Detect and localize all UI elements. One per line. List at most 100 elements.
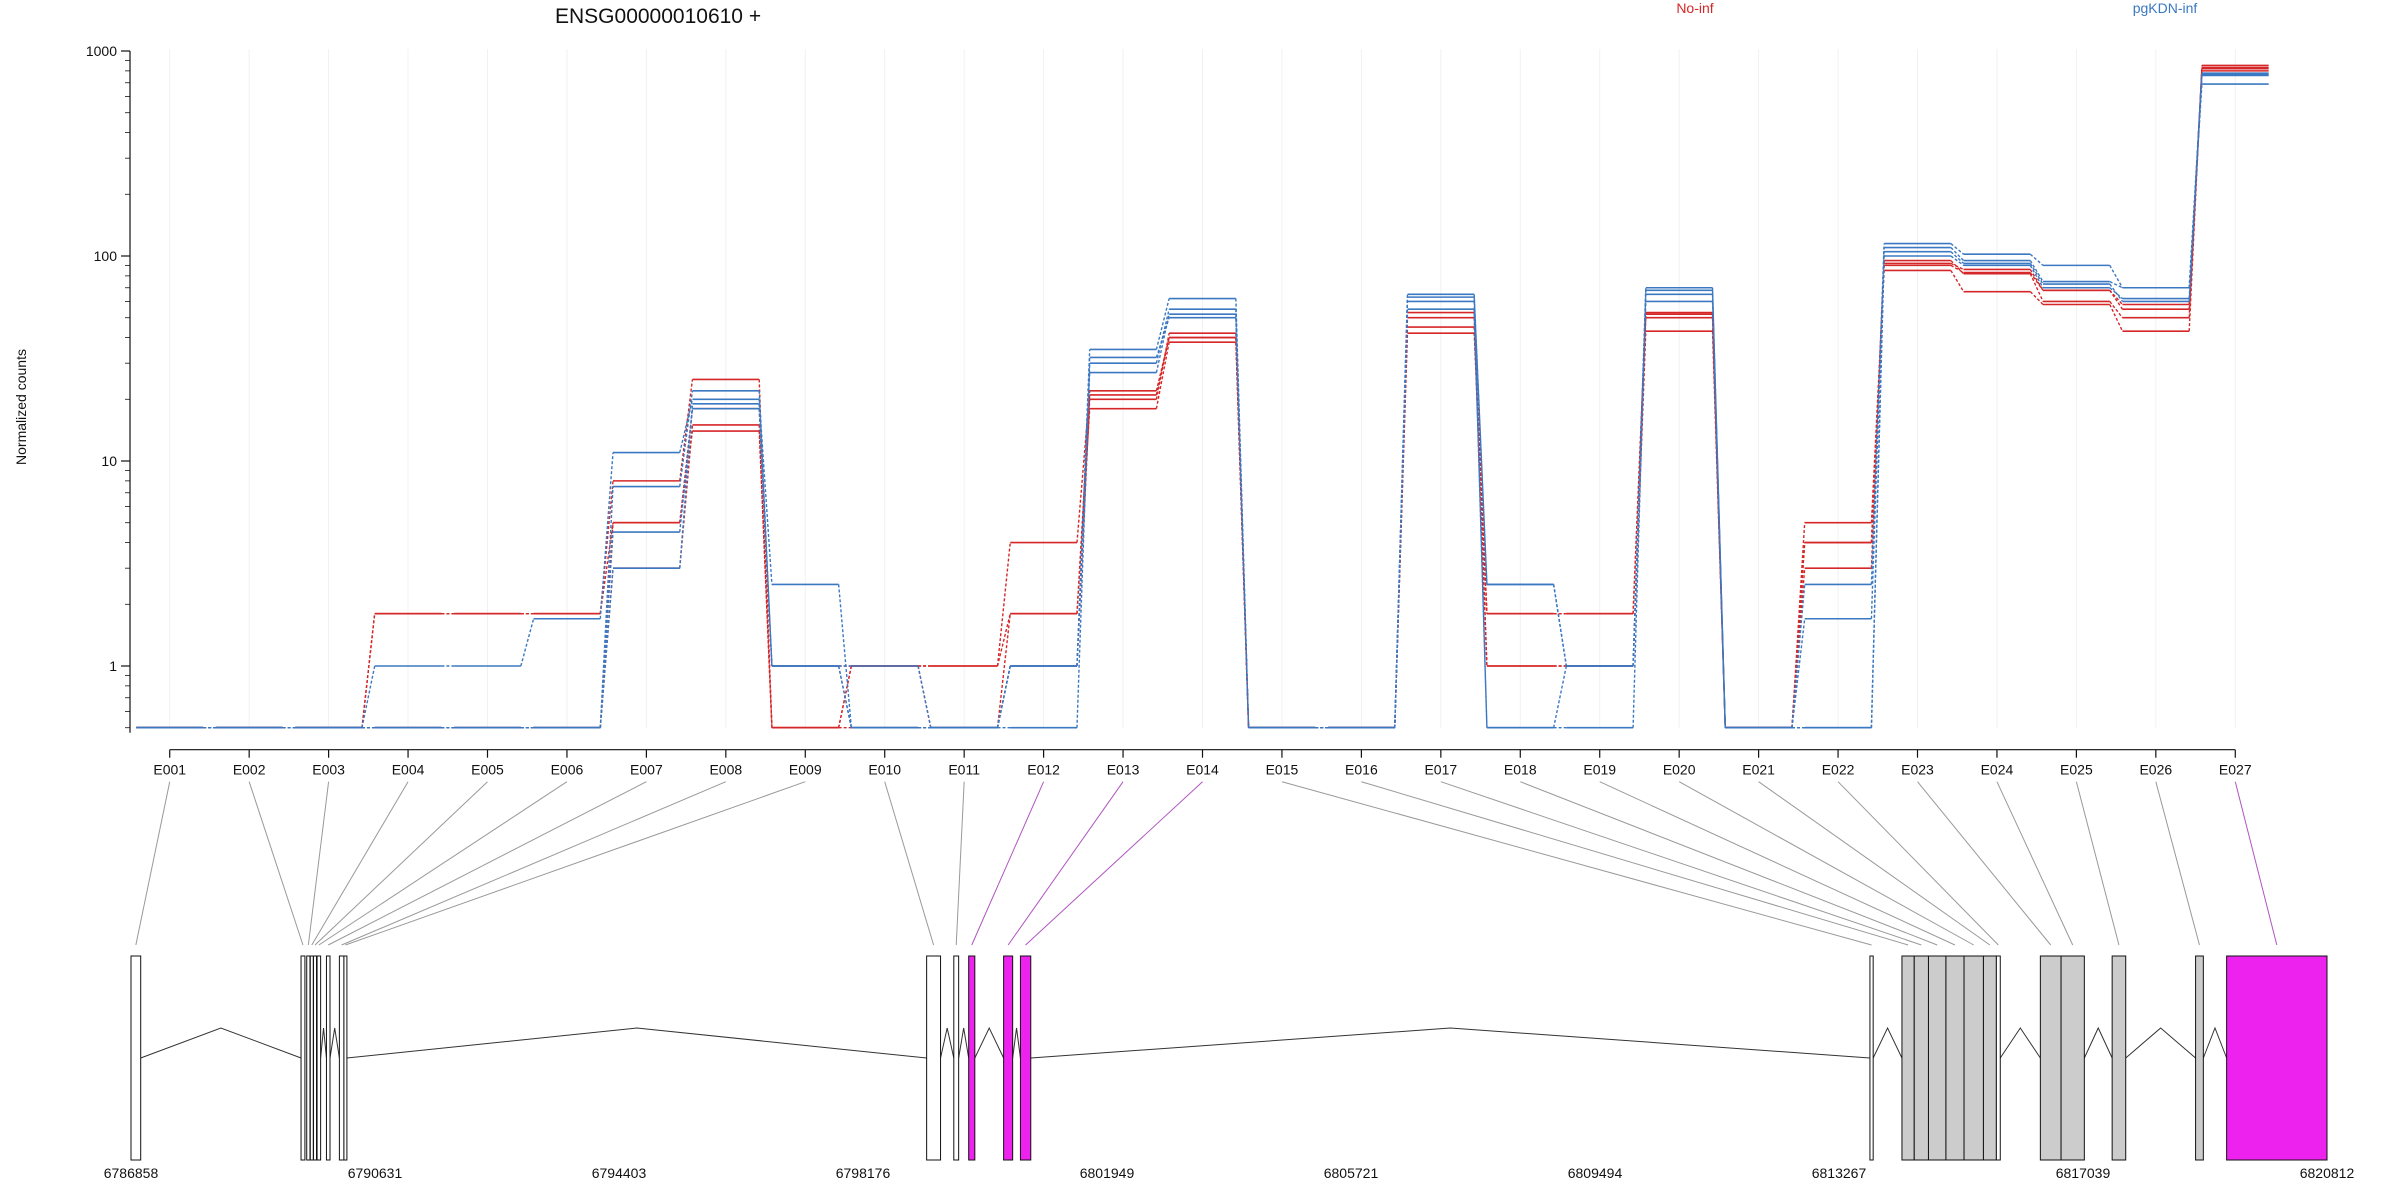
series-connector	[599, 532, 614, 728]
exon-connector	[884, 781, 935, 946]
intron-line	[2125, 1027, 2196, 1059]
series-connector	[1076, 357, 1091, 667]
exon-box	[325, 955, 331, 1161]
x-tick-label: E007	[630, 762, 663, 778]
series-connector	[1950, 243, 1965, 255]
exon-box	[1901, 955, 1915, 1161]
series-connector	[1473, 297, 1488, 585]
x-tick-label: E015	[1266, 762, 1299, 778]
series-connector	[2029, 253, 2044, 266]
series-connector	[1632, 290, 1647, 728]
series-connector	[1950, 251, 1965, 264]
genomic-tick-label: 6813267	[1812, 1165, 1867, 1181]
series-connector	[599, 452, 614, 619]
x-tick-label: E018	[1504, 762, 1537, 778]
series-connector	[837, 584, 853, 728]
series-connector	[758, 431, 773, 728]
grid-lines	[169, 49, 2236, 728]
x-tick-label: E001	[153, 762, 186, 778]
series-connector	[1950, 262, 1964, 271]
series-connector	[2029, 291, 2044, 305]
series-connector	[1235, 317, 1250, 728]
y-tick-label: 1	[109, 658, 117, 674]
x-tick-label: E008	[709, 762, 742, 778]
series-connector	[1632, 301, 1647, 667]
genomic-tick-label: 6794403	[592, 1165, 647, 1181]
exon-box	[300, 955, 306, 1161]
genomic-tick-label: 6790631	[348, 1165, 403, 1181]
exon-box	[953, 955, 960, 1161]
exon-connector	[328, 781, 647, 946]
series-connector	[758, 408, 773, 667]
exon-box	[1995, 955, 2001, 1161]
x-tick-label: E012	[1027, 762, 1060, 778]
intron-line	[329, 1027, 340, 1059]
series-connector	[1076, 363, 1091, 728]
x-tick-label: E006	[551, 762, 584, 778]
exon-connector	[1758, 781, 1991, 946]
series-connector	[996, 613, 1011, 667]
series-connector	[1791, 584, 1806, 728]
x-tick-label: E002	[233, 762, 266, 778]
gene-model	[130, 955, 2328, 1161]
exon-box	[2111, 955, 2127, 1161]
genomic-tick-label: 6801949	[1080, 1165, 1135, 1181]
series-connector	[1791, 618, 1806, 728]
exon-connector	[1678, 781, 1974, 946]
y-axis: 1000 100 10 1	[86, 43, 131, 733]
intron-line	[958, 1027, 970, 1059]
genomic-axis: 6786858 6790631 6794403 6798176 6801949 68057…	[104, 1165, 2355, 1181]
genomic-tick-label: 6809494	[1568, 1165, 1623, 1181]
exon-box	[338, 955, 345, 1161]
exon-box	[968, 955, 976, 1161]
series-connector	[758, 399, 773, 585]
intron-line	[2202, 1026, 2228, 1059]
x-tick-label: E011	[948, 762, 980, 778]
exon-connector	[1281, 781, 1872, 946]
exon-box	[343, 955, 348, 1161]
exon-connector	[345, 781, 806, 946]
exon-box	[306, 955, 311, 1161]
series-connector	[2109, 289, 2124, 310]
y-tick-label: 100	[94, 248, 118, 264]
x-tick-label: E016	[1345, 762, 1378, 778]
x-tick-label: E024	[1981, 762, 2014, 778]
exon-connector	[971, 781, 1045, 946]
series-connector	[2029, 260, 2044, 282]
x-tick-label: E019	[1583, 762, 1616, 778]
exon-connector	[1837, 781, 1999, 946]
series-connector	[758, 379, 773, 728]
genomic-tick-label: 6820812	[2300, 1165, 2355, 1181]
exon-connector	[2234, 781, 2278, 946]
exon-box	[309, 955, 314, 1161]
x-tick-label: E010	[868, 762, 901, 778]
x-tick-label: E013	[1107, 762, 1140, 778]
series-connector	[520, 618, 535, 667]
series-connector	[1950, 270, 1965, 293]
intron-line	[140, 1027, 302, 1059]
series-connector	[1155, 342, 1170, 409]
series-connector	[1155, 298, 1170, 350]
exon-connectors	[135, 781, 2278, 946]
series-connector	[679, 390, 694, 487]
series-connector	[1155, 317, 1170, 358]
exon-connector	[1361, 781, 1909, 946]
exon-box	[926, 955, 942, 1161]
series-connector	[2109, 301, 2124, 319]
y-tick-label: 1000	[86, 43, 117, 59]
exon-box	[2039, 955, 2062, 1161]
x-tick-label: E022	[1822, 762, 1855, 778]
exon-box	[1003, 955, 1014, 1161]
series-connector	[2029, 273, 2044, 302]
x-tick-label: E017	[1424, 762, 1457, 778]
series-connector	[361, 613, 376, 728]
x-tick-label: E021	[1742, 762, 1775, 778]
exon-box	[2226, 955, 2328, 1161]
series-connector	[2029, 272, 2044, 291]
genomic-tick-label: 6817039	[2056, 1165, 2111, 1181]
series-connector	[1870, 243, 1885, 585]
series-connector	[1870, 247, 1885, 619]
x-tick-label: E009	[789, 762, 822, 778]
series-connector	[1552, 665, 1568, 728]
